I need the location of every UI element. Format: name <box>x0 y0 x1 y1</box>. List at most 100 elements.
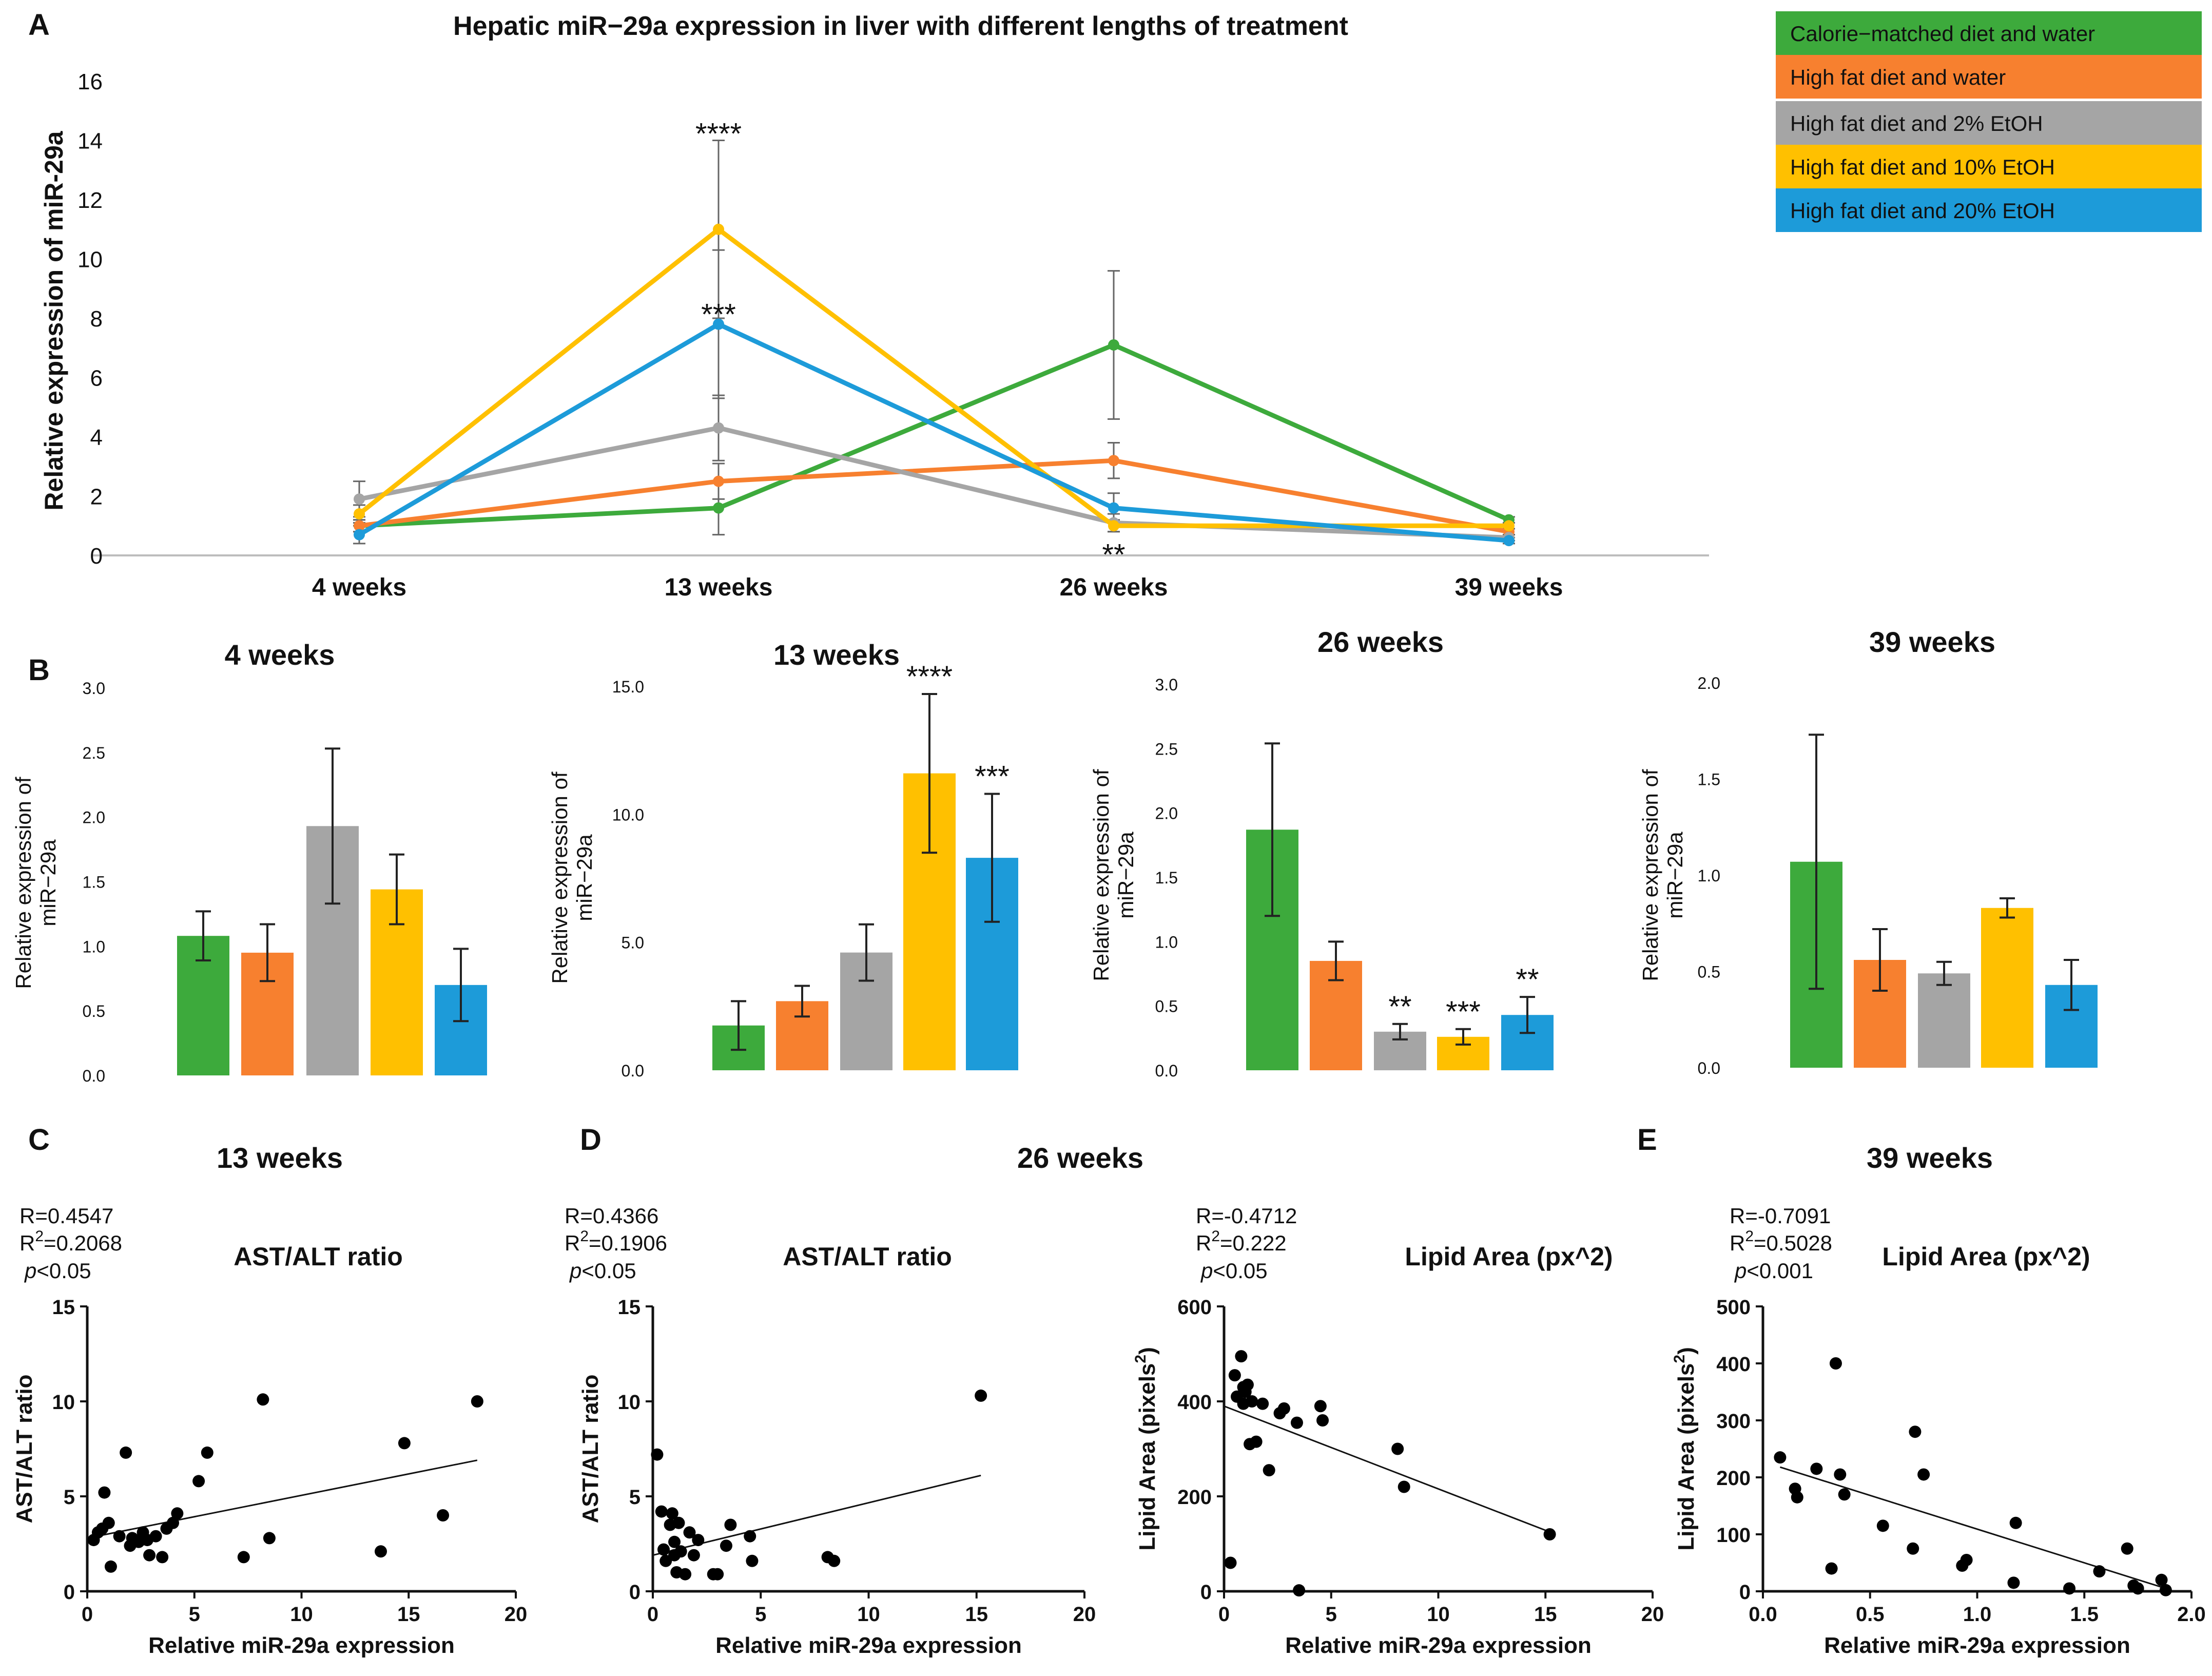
scatter-point <box>1235 1350 1248 1363</box>
y-tick-label-bar: 0.5 <box>1698 963 1720 981</box>
bar-significance-3: **** <box>906 660 953 693</box>
legend-swatch-1 <box>1776 55 2202 99</box>
scatter-point <box>1391 1442 1404 1455</box>
y-tick-label-bar: 0.0 <box>83 1067 105 1085</box>
scatter-point <box>1960 1553 1973 1566</box>
chart-title-a: Hepatic miR−29a expression in liver with… <box>453 11 1348 41</box>
y-tick-label-bar: 2.5 <box>83 744 105 762</box>
y-tick-label-a: 6 <box>90 366 103 391</box>
series-point-4 <box>354 529 365 541</box>
stat-r: R=0.4366 <box>565 1204 658 1228</box>
y-axis-label-end: ) <box>1674 1347 1699 1355</box>
scatter-point <box>149 1530 162 1543</box>
legend-swatch-0 <box>1776 11 2202 55</box>
y-axis-label-line-2: miR−29a <box>1663 832 1687 919</box>
bar-3 <box>1981 908 2033 1068</box>
scatter-point <box>1791 1491 1803 1504</box>
panel-label-a: A <box>28 8 50 42</box>
x-axis-label: Relative miR-29a expression <box>1285 1633 1592 1658</box>
x-tick-label: 2.0 <box>2177 1603 2206 1626</box>
y-axis-label: AST/ALT ratio <box>12 1374 37 1523</box>
scatter-point <box>237 1551 250 1564</box>
scatter-point <box>143 1549 156 1562</box>
y-tick-label-bar: 0.5 <box>1155 997 1178 1016</box>
series-point-2 <box>713 422 724 434</box>
scatter-point <box>1314 1400 1327 1413</box>
series-point-4 <box>1108 502 1119 514</box>
stat-p: p<0.05 <box>24 1259 91 1283</box>
scatter-point <box>113 1530 126 1543</box>
scatter-point <box>98 1486 111 1499</box>
scatter-point <box>398 1437 411 1450</box>
y-tick-label: 0 <box>629 1581 641 1604</box>
scatter-point <box>471 1395 483 1408</box>
scatter-point <box>1228 1369 1241 1382</box>
scatter-point <box>1834 1468 1847 1481</box>
y-tick-label-bar: 1.5 <box>1155 869 1178 887</box>
bar-2 <box>1918 973 1970 1068</box>
y-tick-label-bar: 0.5 <box>83 1002 105 1020</box>
y-axis-label-line-2: miR−29a <box>1114 832 1138 919</box>
stat-p-value: <0.05 <box>36 1259 91 1283</box>
stat-p-letter: p <box>1734 1259 1747 1283</box>
scatter-point <box>263 1532 276 1545</box>
scatter-point <box>720 1539 732 1552</box>
panels-c-d-e: C D E 13 weeks 26 weeks 39 weeks R=0.454… <box>12 1123 2206 1658</box>
series-point-1 <box>713 475 724 487</box>
scatter-point <box>2131 1582 2144 1595</box>
x-tick-label: 10 <box>290 1603 313 1626</box>
scatter-point <box>668 1535 681 1548</box>
x-tick-label: 0 <box>82 1603 93 1626</box>
y-tick-label-bar: 0.0 <box>622 1062 644 1080</box>
x-tick-label: 10 <box>1427 1603 1450 1626</box>
y-tick-label-bar: 1.0 <box>1698 866 1720 885</box>
y-axis-label-line-2: miR−29a <box>572 834 596 921</box>
y-axis-label-bar: Relative expression ofmiR−29a <box>11 777 60 989</box>
scatter-point <box>374 1545 387 1558</box>
bar-title-39-weeks: 39 weeks <box>1869 626 1995 658</box>
y-tick-label-a: 10 <box>77 247 103 273</box>
y-tick-label-a: 2 <box>90 485 103 510</box>
y-tick-label-bar: 2.0 <box>1155 804 1178 823</box>
y-axis-label-main: Lipid Area (pixels <box>1674 1363 1699 1551</box>
scatter-point <box>120 1446 132 1459</box>
x-tick-label-39-weeks: 39 weeks <box>1455 574 1563 601</box>
y-tick-label-bar: 3.0 <box>83 679 105 698</box>
regression-line <box>87 1459 478 1539</box>
scatter-point <box>1838 1488 1851 1501</box>
x-axis-label: Relative miR-29a expression <box>148 1633 455 1658</box>
stat-r2: R2=0.2068 <box>20 1228 122 1255</box>
y-axis-label-line-1: Relative expression of <box>548 772 572 984</box>
stat-r: R=0.4547 <box>20 1204 113 1228</box>
scatter-point <box>167 1516 179 1529</box>
x-tick-label-4-weeks: 4 weeks <box>312 574 406 601</box>
regression-line <box>1224 1405 1550 1533</box>
annotation-13w-yellow: **** <box>695 117 742 150</box>
bar-title-4-weeks: 4 weeks <box>225 639 335 671</box>
series-point-3 <box>1503 520 1515 532</box>
bar-title-13-weeks: 13 weeks <box>773 639 900 671</box>
scatter-point <box>1293 1584 1306 1597</box>
scatter-point <box>666 1507 678 1520</box>
legend-label-1: High fat diet and water <box>1790 65 2006 89</box>
y-tick-label-bar: 3.0 <box>1155 676 1178 694</box>
series-line-2 <box>359 426 1509 540</box>
stat-r2: R2=0.5028 <box>1730 1228 1832 1255</box>
scatter-point <box>746 1554 759 1567</box>
scatter-point <box>724 1518 737 1531</box>
y-tick-label-bar: 0.0 <box>1155 1062 1178 1080</box>
scatter-point <box>102 1516 115 1529</box>
y-tick-label-a: 16 <box>77 69 103 94</box>
bar-significance-4: *** <box>975 760 1010 793</box>
scatter-point <box>1246 1395 1258 1408</box>
stat-r: R=-0.7091 <box>1730 1204 1831 1228</box>
x-tick-label: 5 <box>189 1603 200 1626</box>
scatter-point <box>687 1549 700 1562</box>
y-tick-label-bar: 2.5 <box>1155 740 1178 758</box>
y-tick-label: 200 <box>1177 1486 1212 1509</box>
scatter-point <box>1277 1402 1290 1415</box>
x-tick-label: 5 <box>1326 1603 1337 1626</box>
